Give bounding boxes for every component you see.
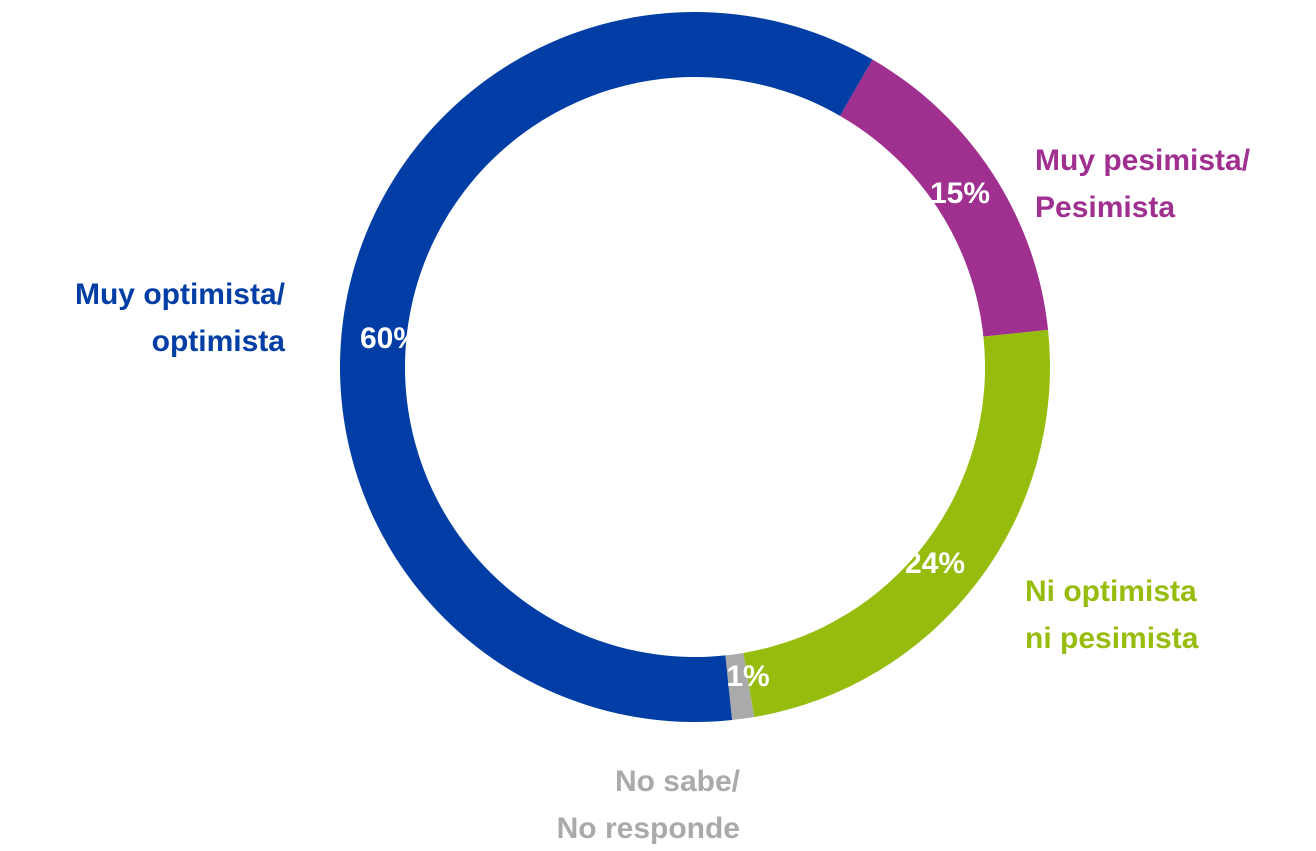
- category-label: No sabe/: [615, 765, 741, 798]
- category-label: Muy pesimista/: [1035, 144, 1251, 177]
- donut-segment: [725, 652, 755, 721]
- donut-segment: [743, 329, 1050, 718]
- category-label: ni pesimista: [1025, 622, 1199, 655]
- value-label: 1%: [726, 660, 769, 693]
- value-label: 60%: [360, 322, 420, 355]
- category-label: No responde: [557, 812, 740, 845]
- donut-segment: [840, 59, 1049, 337]
- value-label: 15%: [930, 177, 990, 210]
- donut-segment: [339, 11, 873, 723]
- category-label: optimista: [152, 325, 286, 358]
- category-label: Pesimista: [1035, 191, 1175, 224]
- category-label: Muy optimista/: [75, 278, 286, 311]
- value-label: 24%: [905, 547, 965, 580]
- category-label: Ni optimista: [1025, 575, 1197, 608]
